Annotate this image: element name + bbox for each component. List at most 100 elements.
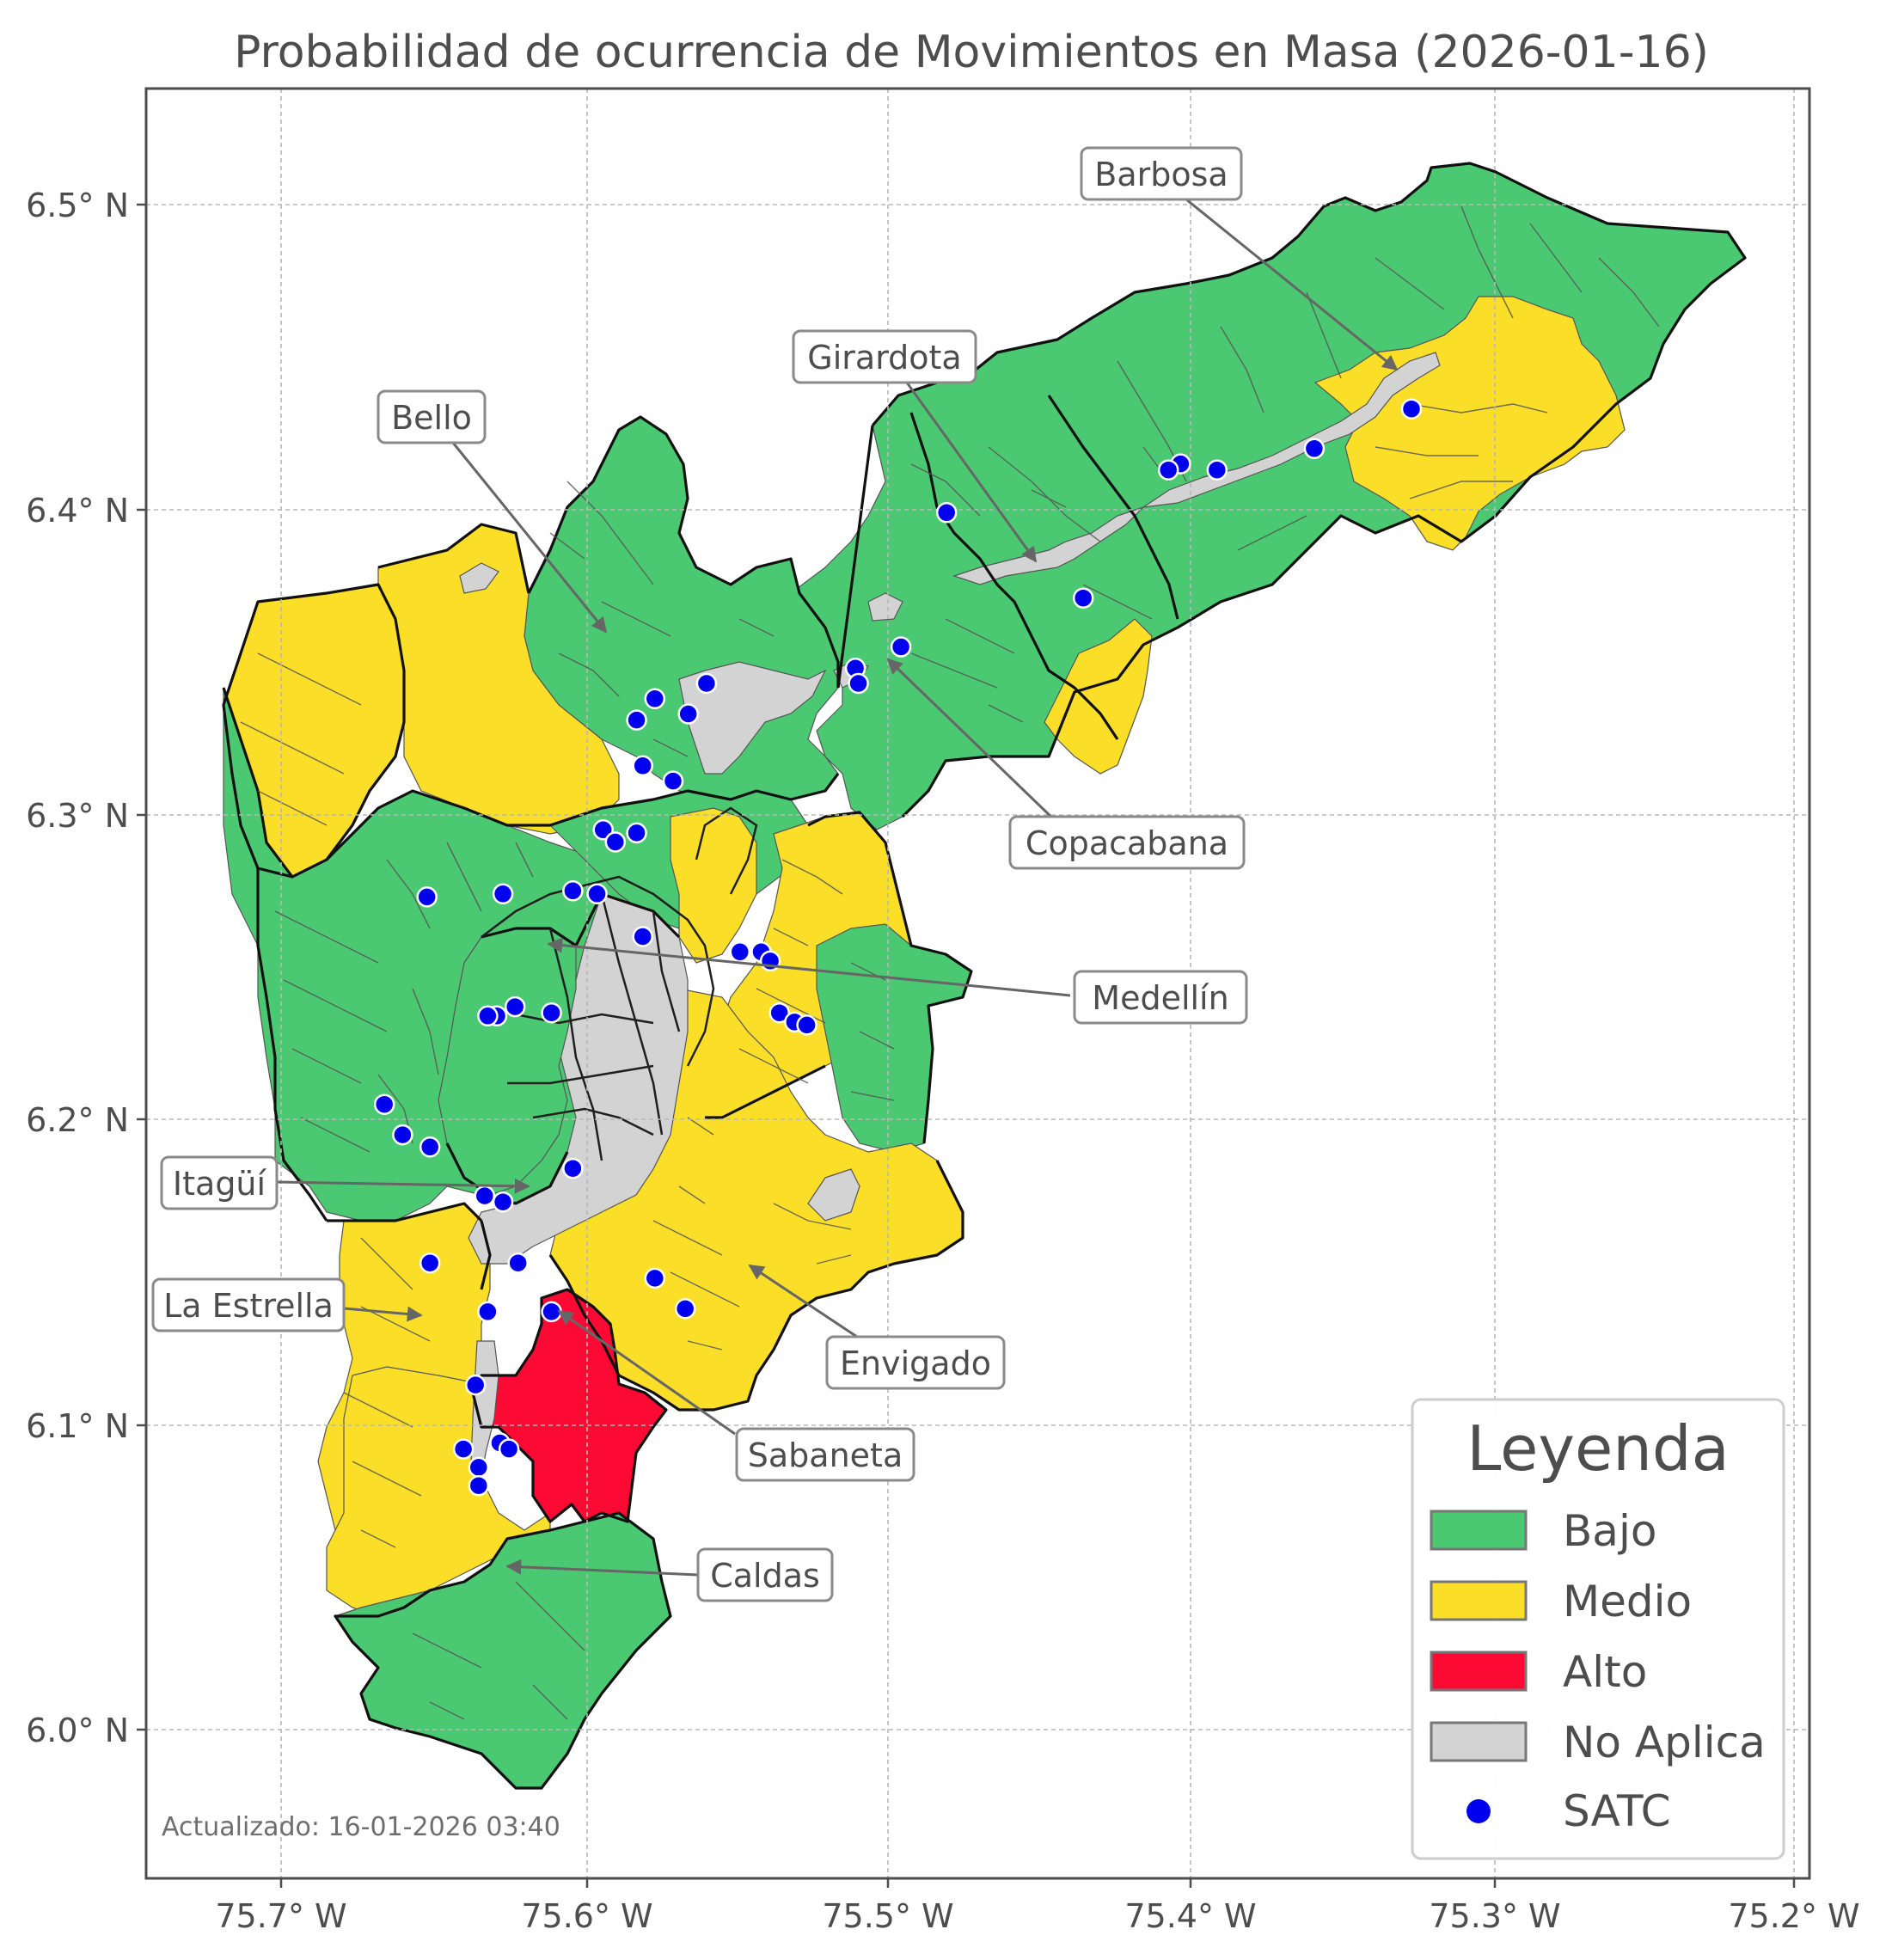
satc-station-marker [632, 926, 653, 947]
label-arrows [276, 198, 1399, 1577]
label-itagui: Itagüí [160, 1155, 279, 1210]
svg-text:Envigado: Envigado [840, 1344, 991, 1382]
label-medellin: Medellín [1073, 970, 1248, 1025]
label-copacabana: Copacabana [1008, 815, 1246, 870]
satc-station-marker [626, 822, 647, 844]
legend-item-alto: Alto [1430, 1647, 1647, 1697]
satc-station-marker [1303, 438, 1326, 460]
region-no-aplica-barbosa [1142, 352, 1441, 508]
region-no-aplica-bello [678, 661, 827, 775]
satc-station-marker [677, 703, 699, 725]
satc-station-marker [562, 1157, 584, 1179]
region-no-aplica-bello-north [459, 562, 499, 594]
satc-station-marker [586, 883, 608, 905]
satc-station-marker [504, 995, 526, 1018]
municipality-labels: Barbosa Girardota Bello Copacabana Medel… [151, 146, 1248, 1602]
satc-station-marker [662, 770, 684, 792]
map-title: Probabilidad de ocurrencia de Movimiento… [234, 27, 1709, 78]
satc-station-marker [452, 1438, 475, 1460]
satc-station-marker [644, 1267, 666, 1289]
label-la-estrella: La Estrella [151, 1277, 346, 1332]
svg-text:Bajo: Bajo [1563, 1506, 1656, 1556]
plot-frame [144, 87, 1811, 1880]
satc-station-marker [541, 1301, 562, 1323]
satc-station-marker [498, 1438, 520, 1460]
satc-station-marker [632, 755, 653, 777]
svg-text:Alto: Alto [1563, 1647, 1647, 1697]
svg-text:Barbosa: Barbosa [1094, 156, 1228, 193]
svg-text:Girardota: Girardota [807, 339, 961, 377]
legend-item-satc: SATC [1466, 1786, 1671, 1836]
satc-station-marker [492, 1191, 514, 1213]
x-tick-label: 75.5° W [822, 1897, 953, 1935]
satc-station-marker [1206, 459, 1228, 481]
satc-station-marker [562, 880, 584, 902]
satc-station-marker [890, 636, 912, 658]
satc-station-marker [392, 1124, 413, 1146]
y-tick-label: 6.4° N [26, 492, 129, 530]
tick-marks [137, 203, 1796, 1888]
x-tick-label: 75.4° W [1124, 1897, 1256, 1935]
label-girardota: Girardota [792, 329, 977, 384]
svg-text:La Estrella: La Estrella [163, 1287, 334, 1325]
y-tick-label: 6.0° N [26, 1712, 129, 1749]
y-tick-label: 6.1° N [26, 1407, 129, 1445]
y-tick-label: 6.2° N [26, 1101, 129, 1139]
satc-station-marker [541, 1001, 562, 1024]
updated-timestamp: Actualizado: 16-01-2026 03:40 [162, 1812, 560, 1842]
svg-text:Copacabana: Copacabana [1026, 824, 1228, 862]
satc-station-marker [492, 883, 514, 905]
legend-item-bajo: Bajo [1430, 1506, 1656, 1556]
label-caldas: Caldas [696, 1547, 834, 1602]
satc-station-marker [644, 688, 666, 710]
satc-station-marker [468, 1456, 490, 1479]
satc-station-marker [626, 709, 647, 731]
satc-station-marker [464, 1374, 487, 1396]
svg-text:Bello: Bello [391, 399, 472, 437]
legend-item-no-aplica: No Aplica [1430, 1718, 1766, 1767]
satc-station-marker [416, 886, 438, 908]
satc-station-marker [848, 672, 869, 695]
label-barbosa: Barbosa [1080, 146, 1243, 201]
satc-station-marker [419, 1136, 441, 1158]
x-tick-label: 75.2° W [1728, 1897, 1859, 1935]
satc-stations [373, 398, 1423, 1497]
satc-station-marker [729, 941, 751, 963]
satc-station-marker [477, 1301, 499, 1323]
vereda-borders [240, 205, 1660, 1720]
y-axis-labels: 6.5° N 6.4° N 6.3° N 6.2° N 6.1° N 6.0° … [26, 187, 129, 1749]
satc-station-marker [477, 1005, 499, 1027]
x-axis-labels: 75.7° W 75.6° W 75.5° W 75.4° W 75.3° W … [215, 1897, 1859, 1935]
label-bello: Bello [377, 389, 487, 444]
satc-station-marker [419, 1252, 441, 1274]
label-sabaneta: Sabaneta [735, 1427, 915, 1482]
satc-station-marker [507, 1252, 529, 1274]
plot-area: Barbosa Girardota Bello Copacabana Medel… [146, 89, 1809, 1878]
y-tick-label: 6.3° N [26, 797, 129, 835]
satc-station-marker [474, 1185, 496, 1207]
svg-text:No Aplica: No Aplica [1563, 1718, 1766, 1767]
svg-text:Sabaneta: Sabaneta [748, 1436, 903, 1474]
svg-text:Itagüí: Itagüí [173, 1165, 267, 1203]
legend: Leyenda Bajo Medio Alto No Aplica SATC [1411, 1398, 1785, 1860]
region-medio-girardota-se [1044, 618, 1153, 775]
svg-text:Caldas: Caldas [710, 1557, 820, 1595]
satc-station-marker [1400, 398, 1423, 420]
satc-station-marker [604, 831, 627, 853]
satc-station-marker [373, 1093, 395, 1115]
legend-item-medio: Medio [1430, 1577, 1692, 1626]
satc-station-marker [1072, 587, 1094, 609]
satc-station-marker [674, 1298, 696, 1320]
region-no-aplica-bello-center [867, 592, 903, 622]
y-tick-label: 6.5° N [26, 187, 129, 224]
legend-title: Leyenda [1466, 1412, 1730, 1485]
satc-station-marker [1157, 459, 1179, 481]
x-tick-label: 75.7° W [215, 1897, 346, 1935]
urban-comuna-borders [481, 806, 758, 1161]
satc-station-marker [768, 1001, 790, 1024]
svg-text:SATC: SATC [1563, 1786, 1671, 1836]
svg-text:Medellín: Medellín [1092, 979, 1228, 1017]
x-tick-label: 75.6° W [521, 1897, 652, 1935]
svg-text:Medio: Medio [1563, 1577, 1692, 1626]
